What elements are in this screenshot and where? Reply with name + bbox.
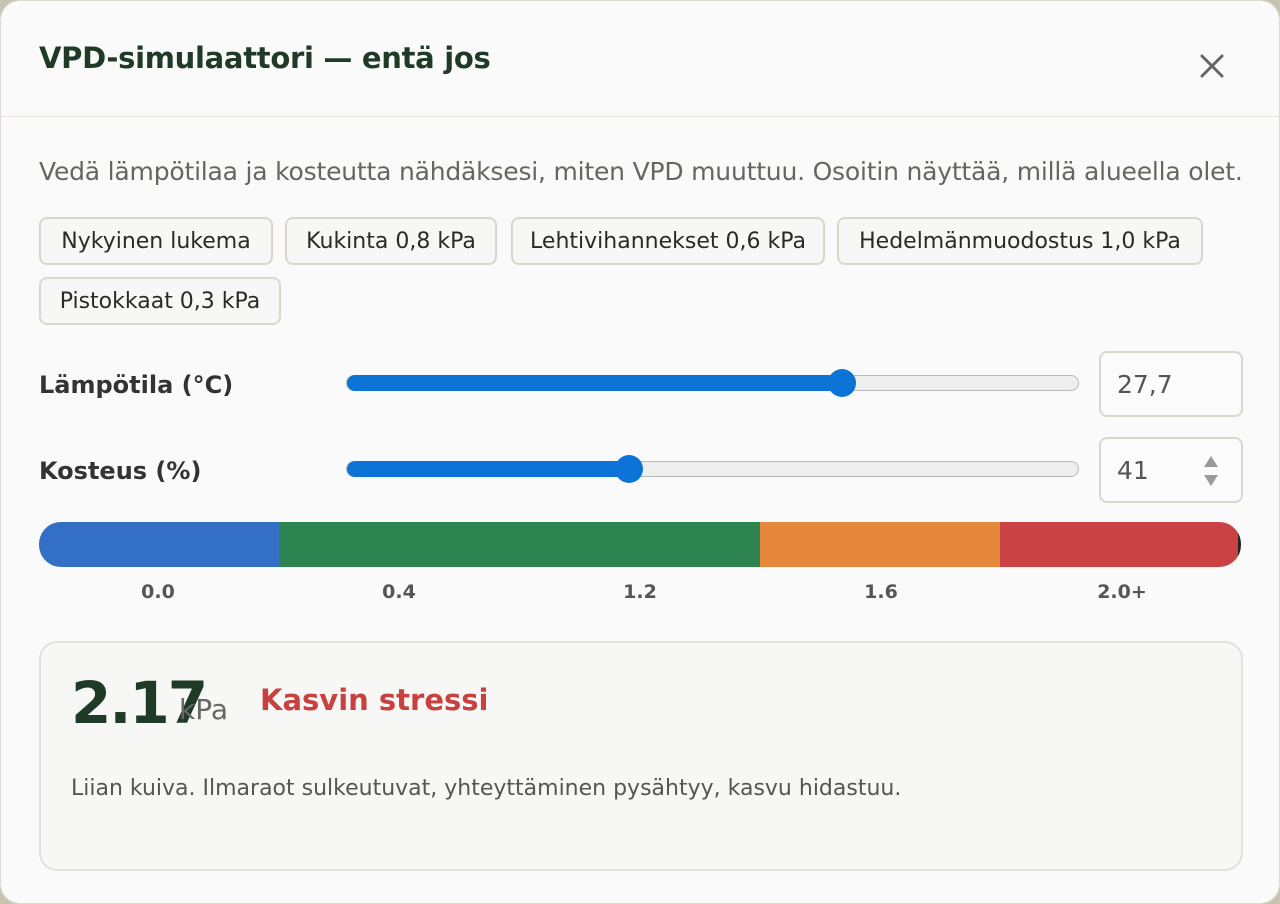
preset-current-reading[interactable]: Nykyinen lukema	[39, 217, 273, 265]
preset-leafy-greens[interactable]: Lehtivihannekset 0,6 kPa	[511, 217, 825, 265]
preset-cuttings[interactable]: Pistokkaat 0,3 kPa	[39, 277, 281, 325]
vpd-description: Liian kuiva. Ilmaraot sulkeutuvat, yhtey…	[71, 776, 902, 801]
vpd-zone-3	[1000, 522, 1240, 567]
humidity-slider-fill	[347, 461, 629, 477]
vpd-tick-label: 1.6	[864, 581, 898, 603]
temperature-label: Lämpötila (°C)	[39, 371, 234, 399]
vpd-indicator	[1238, 530, 1241, 560]
vpd-tick-label: 1.2	[623, 581, 657, 603]
preset-fruiting[interactable]: Hedelmänmuodostus 1,0 kPa	[837, 217, 1203, 265]
temperature-slider-thumb[interactable]	[828, 369, 856, 397]
humidity-value: 41	[1117, 455, 1149, 485]
temperature-slider[interactable]	[346, 369, 1079, 397]
close-button[interactable]	[1189, 43, 1235, 89]
dialog-title: VPD-simulaattori — entä jos	[39, 41, 491, 75]
vpd-tick-label: 0.0	[141, 581, 175, 603]
spinner-arrows-icon[interactable]	[1201, 451, 1221, 491]
vpd-tick-label: 2.0+	[1097, 581, 1147, 603]
temperature-slider-fill	[347, 375, 842, 391]
result-card: 2.17 kPa Kasvin stressi Liian kuiva. Ilm…	[39, 641, 1243, 871]
intro-text: Vedä lämpötilaa ja kosteutta nähdäksesi,…	[39, 157, 1243, 186]
humidity-label: Kosteus (%)	[39, 457, 202, 485]
humidity-input[interactable]: 41	[1099, 437, 1243, 503]
vpd-zone-0	[39, 522, 279, 567]
vpd-tick-label: 0.4	[382, 581, 416, 603]
humidity-slider-thumb[interactable]	[615, 455, 643, 483]
humidity-slider[interactable]	[346, 455, 1079, 483]
dialog-header: VPD-simulaattori — entä jos	[1, 1, 1279, 117]
preset-flowering[interactable]: Kukinta 0,8 kPa	[285, 217, 497, 265]
vpd-status: Kasvin stressi	[260, 683, 489, 717]
temperature-value: 27,7	[1117, 369, 1173, 399]
vpd-unit: kPa	[179, 693, 228, 726]
vpd-zone-2	[760, 522, 1000, 567]
vpd-value: 2.17	[71, 669, 208, 737]
close-icon	[1200, 54, 1224, 78]
vpd-scale-bar	[39, 522, 1241, 567]
temperature-input[interactable]: 27,7	[1099, 351, 1243, 417]
vpd-zone-1	[279, 522, 760, 567]
